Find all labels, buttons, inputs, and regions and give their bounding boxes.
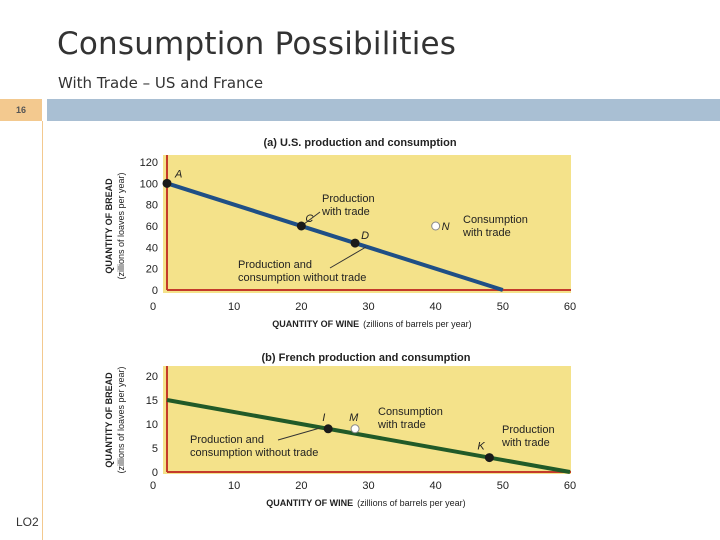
chart-title: (a) U.S. production and consumption <box>263 137 456 149</box>
y-tick-label: 100 <box>140 178 158 190</box>
x-axis-label: QUANTITY OF WINE (zillions of barrels per… <box>266 498 465 508</box>
point-label: I <box>322 412 325 424</box>
side-divider <box>42 121 43 540</box>
y-tick-label: 0 <box>152 467 158 479</box>
chart-title: (b) French production and consumption <box>262 352 471 364</box>
chart-france: (b) French production and consumption 0 5 1… <box>104 352 576 508</box>
x-tick-label: 30 <box>362 301 374 313</box>
x-tick-label: 50 <box>497 301 509 313</box>
x-tick-label: 10 <box>228 480 240 492</box>
page-number: 16 <box>15 105 26 115</box>
annotation-text: consumption without trade <box>190 447 318 459</box>
x-tick-label: 10 <box>228 301 240 313</box>
point-label: A <box>174 168 182 180</box>
y-tick-label: 80 <box>146 200 158 212</box>
y-tick-label: 5 <box>152 443 158 455</box>
x-tick-label: 60 <box>564 480 576 492</box>
annotation-text: Production <box>322 193 375 205</box>
y-tick-label: 120 <box>140 157 158 169</box>
point-c <box>296 221 306 231</box>
x-axis-label-unit: (zillions of barrels per year) <box>363 319 472 329</box>
x-tick-label: 20 <box>295 480 307 492</box>
x-axis-label-unit: (zillions of barrels per year) <box>357 498 466 508</box>
annotation-text: with trade <box>321 206 370 218</box>
slide-subtitle: With Trade – US and France <box>58 74 264 92</box>
chart-background <box>163 155 571 293</box>
annotation-text: with trade <box>501 437 550 449</box>
point-i <box>323 424 333 434</box>
annotation-text: with trade <box>462 227 511 239</box>
header-bar <box>47 99 720 121</box>
point-n <box>431 221 441 231</box>
point-label: N <box>442 221 450 233</box>
x-axis-label-main: QUANTITY OF WINE <box>272 319 359 329</box>
y-tick-label: 15 <box>146 395 158 407</box>
x-tick-label: 20 <box>295 301 307 313</box>
point-d <box>350 238 360 248</box>
chart-us: (a) U.S. production and consumption 0 20 40… <box>104 137 576 329</box>
x-tick-label: 50 <box>497 480 509 492</box>
point-label: D <box>361 230 369 242</box>
y-tick-label: 40 <box>146 242 158 254</box>
annotation-text: Production <box>502 424 555 436</box>
y-axis-unit-label: (zillions of loaves per year) <box>116 172 126 279</box>
annotation-text: Consumption <box>378 406 443 418</box>
page-number-tab: 16 <box>0 99 42 121</box>
point-m <box>350 424 360 434</box>
point-label: K <box>477 441 485 453</box>
point-label: M <box>349 412 359 424</box>
annotation-text: Consumption <box>463 214 528 226</box>
learning-objective-label: LO2 <box>16 515 39 529</box>
y-tick-label: 0 <box>152 285 158 297</box>
point-a <box>162 178 172 188</box>
y-tick-label: 60 <box>146 221 158 233</box>
y-tick-label: 20 <box>146 264 158 276</box>
x-tick-label: 0 <box>150 480 156 492</box>
annotation-text: consumption without trade <box>238 272 366 284</box>
annotation-leader-line <box>303 211 321 225</box>
y-axis-label: QUANTITY OF BREAD <box>104 372 114 468</box>
x-axis-label-main: QUANTITY OF WINE <box>266 498 353 508</box>
point-k <box>484 453 494 463</box>
point-label: C <box>305 213 313 225</box>
slide-title: Consumption Possibilities <box>57 26 457 62</box>
y-tick-label: 20 <box>146 371 158 383</box>
chart-background <box>163 366 571 474</box>
x-tick-label: 0 <box>150 301 156 313</box>
annotation-text: Production and <box>238 259 312 271</box>
annotation-leader-line <box>329 246 367 269</box>
us-production-possibilities-line <box>166 181 504 292</box>
y-axis-label: QUANTITY OF BREAD <box>104 178 114 274</box>
annotation-text: with trade <box>377 419 426 431</box>
y-tick-label: 10 <box>146 419 158 431</box>
y-axis-unit-label: (zillions of loaves per year) <box>116 366 126 473</box>
x-tick-label: 40 <box>430 480 442 492</box>
x-tick-label: 40 <box>430 301 442 313</box>
x-tick-label: 60 <box>564 301 576 313</box>
annotation-text: Production and <box>190 434 264 446</box>
x-axis-label: QUANTITY OF WINE (zillions of barrels per… <box>272 319 471 329</box>
annotation-leader-line <box>277 427 321 441</box>
france-production-possibilities-line <box>166 398 571 474</box>
x-tick-label: 30 <box>362 480 374 492</box>
